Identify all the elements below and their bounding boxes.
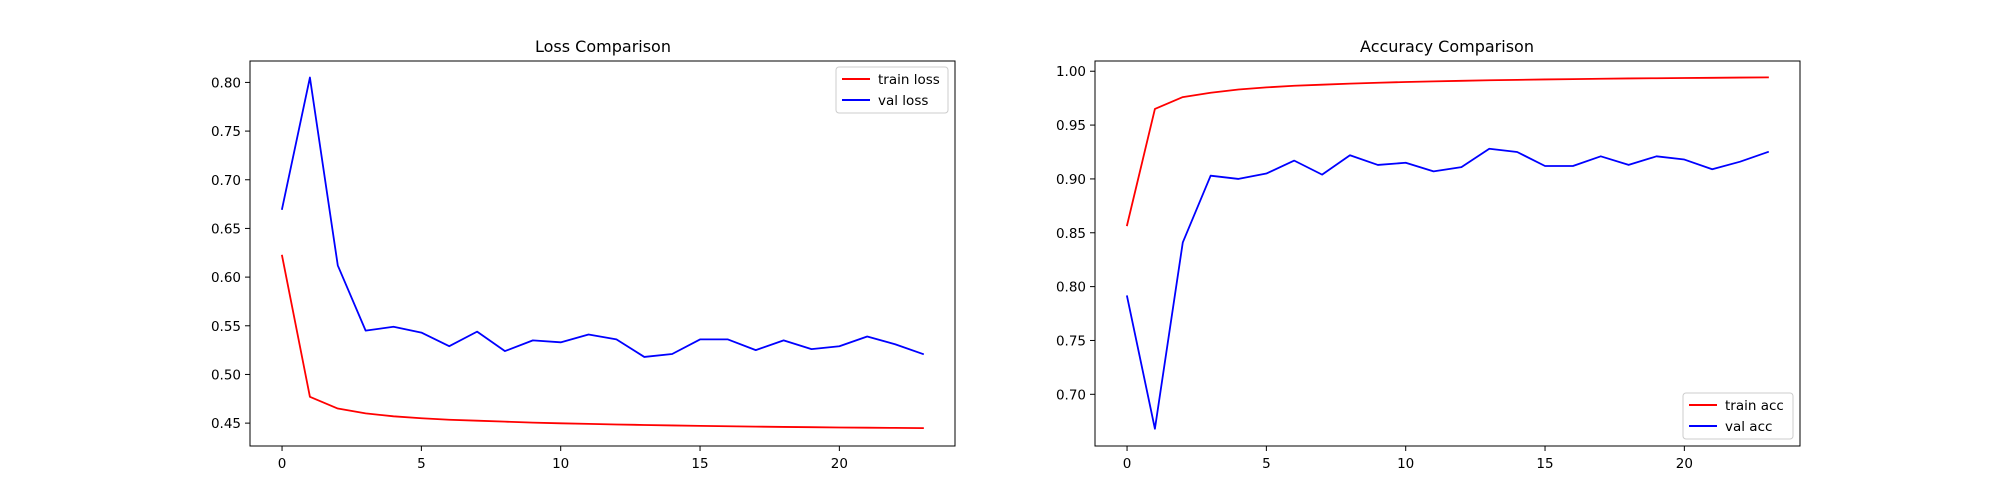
accuracy-chart-axes-frame bbox=[1094, 60, 1801, 447]
series-line-val-loss bbox=[280, 76, 925, 358]
accuracy-y-tick-label: 0.85 bbox=[1056, 226, 1086, 242]
accuracy-chart: Accuracy Comparison 0 5 10 15 20 0.70 0.75 0.80… bbox=[1056, 37, 1801, 472]
loss-x-tick-label: 0 bbox=[278, 456, 287, 472]
loss-y-tick-label: 0.55 bbox=[211, 319, 241, 335]
loss-x-tick-label: 20 bbox=[831, 456, 848, 472]
loss-y-tick-label: 0.65 bbox=[211, 221, 241, 237]
loss-x-tick-label: 15 bbox=[691, 456, 708, 472]
accuracy-y-tick-label: 0.75 bbox=[1056, 333, 1086, 349]
accuracy-y-tick-label: 0.70 bbox=[1056, 387, 1086, 403]
accuracy-chart-title: Accuracy Comparison bbox=[1360, 37, 1534, 56]
loss-x-tick-label: 10 bbox=[552, 456, 569, 472]
series-line-train-loss bbox=[280, 254, 924, 429]
loss-x-tick-label: 5 bbox=[417, 456, 426, 472]
loss-chart-axes-frame bbox=[249, 60, 956, 447]
legend-label-train-loss: train loss bbox=[878, 72, 940, 88]
legend-label-train-acc: train acc bbox=[1725, 398, 1784, 414]
legend-label-val-acc: val acc bbox=[1725, 419, 1772, 435]
accuracy-x-tick-label: 20 bbox=[1676, 456, 1693, 472]
loss-chart: Loss Comparison 0 5 10 15 20 0.45 0.50 0.55 0.60… bbox=[211, 37, 956, 472]
accuracy-x-tick-label: 15 bbox=[1536, 456, 1553, 472]
legend-label-val-loss: val loss bbox=[878, 93, 928, 109]
loss-y-tick-label: 0.45 bbox=[211, 416, 241, 432]
accuracy-x-tick-label: 5 bbox=[1262, 456, 1271, 472]
loss-y-tick-label: 0.80 bbox=[211, 75, 241, 91]
loss-y-tick-label: 0.70 bbox=[211, 173, 241, 189]
loss-chart-legend: train loss val loss bbox=[835, 66, 949, 114]
series-line-val-acc bbox=[1125, 147, 1770, 430]
accuracy-y-tick-label: 0.80 bbox=[1056, 280, 1086, 296]
loss-y-tick-label: 0.50 bbox=[211, 367, 241, 383]
accuracy-x-tick-label: 0 bbox=[1123, 456, 1132, 472]
loss-y-tick-label: 0.60 bbox=[211, 270, 241, 286]
accuracy-y-tick-label: 0.90 bbox=[1056, 172, 1086, 188]
accuracy-y-tick-label: 0.95 bbox=[1056, 118, 1086, 134]
series-line-train-acc bbox=[1125, 76, 1769, 227]
loss-chart-title: Loss Comparison bbox=[535, 37, 671, 56]
accuracy-y-tick-label: 1.00 bbox=[1056, 64, 1086, 80]
accuracy-x-tick-label: 10 bbox=[1397, 456, 1414, 472]
loss-y-tick-label: 0.75 bbox=[211, 124, 241, 140]
accuracy-chart-legend: train acc val acc bbox=[1682, 392, 1794, 440]
